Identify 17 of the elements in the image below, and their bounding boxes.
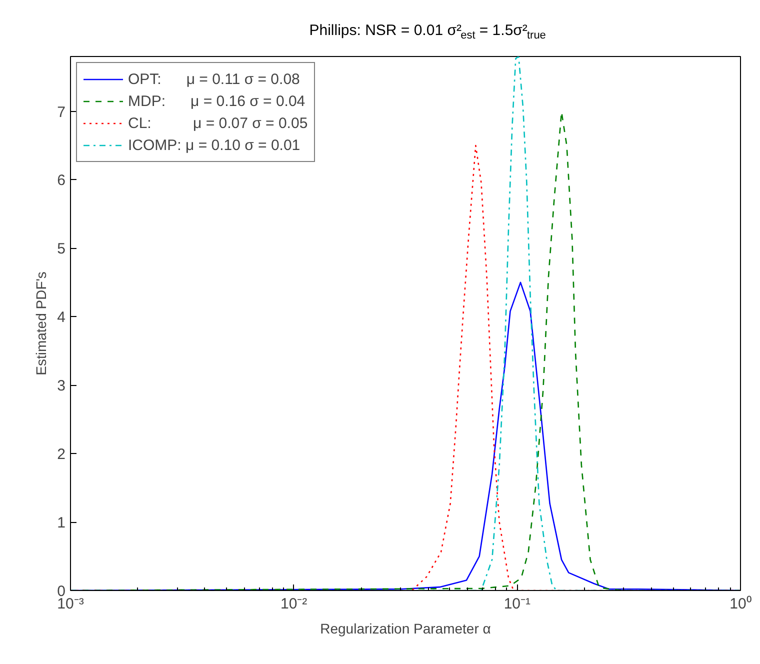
- x-tick-label: 10⁰: [730, 596, 752, 612]
- x-tick-label: 10⁻³: [57, 596, 84, 612]
- y-tick-label: 3: [57, 378, 66, 395]
- x-tick-label: 10⁻¹: [504, 596, 531, 612]
- legend-label: MDP: μ = 0.16 σ = 0.04: [128, 92, 306, 110]
- legend-label: OPT: μ = 0.11 σ = 0.08: [128, 70, 300, 88]
- y-tick-label: 7: [57, 104, 66, 121]
- x-tick-label: 10⁻²: [280, 596, 308, 612]
- y-axis-title: Estimated PDF's: [33, 272, 50, 376]
- x-axis-title: Regularization Parameter α: [320, 620, 491, 636]
- y-tick-label: 2: [57, 446, 66, 464]
- y-tick-label: 5: [57, 240, 66, 258]
- y-tick-label: 6: [57, 172, 66, 190]
- y-tick-label: 1: [57, 514, 66, 532]
- legend-label: CL: μ = 0.07 σ = 0.05: [128, 114, 308, 132]
- y-tick-label: 4: [57, 309, 66, 326]
- legend-label: ICOMP: μ = 0.10 σ = 0.01: [128, 136, 300, 154]
